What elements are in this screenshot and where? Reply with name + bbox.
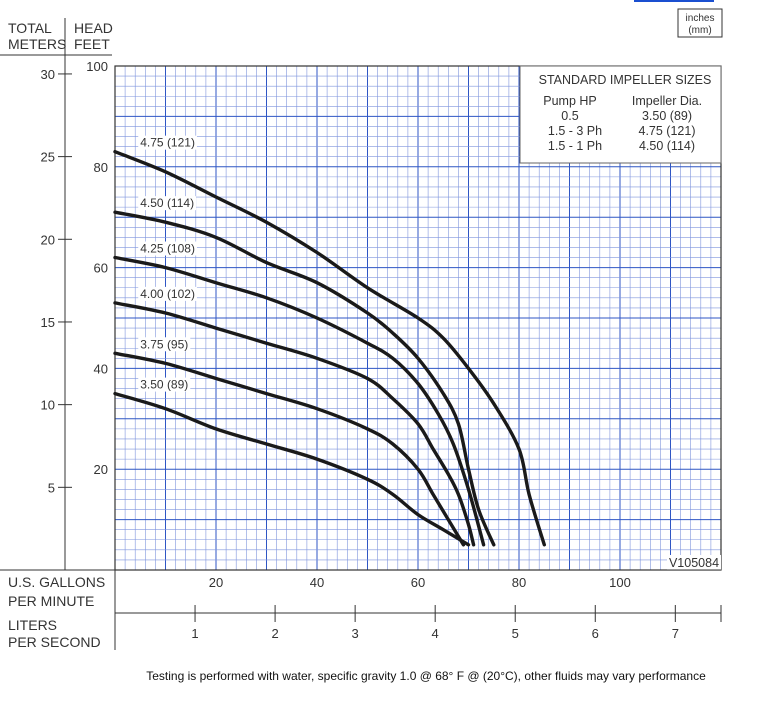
x-tick-label-gpm: 100: [609, 575, 631, 590]
y-tick-label-feet: 100: [86, 59, 108, 74]
lps-axis-ticks: 1 2 3 4 5 6 7: [191, 605, 679, 641]
curve-label-backdrop: [138, 135, 197, 150]
curve-label-backdrop: [138, 196, 197, 211]
y-axis-ticks: 20 40 60 80 100 5 10 15 20 25 30: [41, 59, 108, 495]
curve-label: 3.50 (89): [140, 378, 188, 392]
y-tick-label-feet: 60: [94, 261, 108, 276]
impeller-table-row-dia: 4.50 (114): [639, 139, 695, 153]
units-note-box: [677, 8, 723, 38]
impeller-curve: [113, 391, 471, 547]
curve-label: 4.50 (114): [140, 196, 194, 210]
impeller-curve: [113, 210, 496, 547]
impeller-table-col-hp: Pump HP: [543, 94, 597, 108]
y-tick-label-meters: 20: [41, 232, 55, 247]
x-tick-label-gpm: 40: [310, 575, 324, 590]
units-note-line-1: inches: [686, 13, 715, 24]
curve-label-backdrop: [138, 241, 197, 256]
impeller-curve: [113, 301, 476, 547]
lps-tick-label: 7: [672, 626, 679, 641]
lps-tick-label: 4: [432, 626, 439, 641]
curve-label-layer: 4.75 (121) 4.50 (114) 4.25 (108) 4.00 (102)…: [138, 135, 197, 392]
impeller-curve: [113, 149, 546, 547]
curve-label-backdrop: [138, 337, 191, 352]
lps-tick-label: 5: [512, 626, 519, 641]
x-tick-label-gpm: 20: [209, 575, 223, 590]
impeller-curve: [113, 351, 466, 547]
y-tick-label-meters: 10: [41, 398, 55, 413]
impeller-table-row-hp: 0.5: [561, 109, 578, 123]
x-axis-ticks: 20 40 60 80 100: [209, 575, 631, 590]
curve-label: 4.75 (121): [140, 136, 195, 150]
impeller-table-row-hp: 1.5 - 1 Ph: [548, 139, 602, 153]
curve-label: 3.75 (95): [140, 337, 188, 351]
curve-label-backdrop: [138, 377, 191, 392]
lps-label-line-1: LITERS: [8, 617, 57, 633]
lps-tick-label: 3: [352, 626, 359, 641]
footer-note: Testing is performed with water, specifi…: [146, 669, 706, 683]
y-tick-label-meters: 5: [48, 480, 55, 495]
y-tick-label-meters: 25: [41, 150, 55, 165]
header-meters: METERS: [8, 36, 66, 52]
impeller-table-box: [519, 65, 722, 164]
lps-label-line-2: PER SECOND: [8, 634, 101, 650]
header-head: HEAD: [74, 20, 113, 36]
gpm-label-line-2: PER MINUTE: [8, 593, 94, 609]
curve-label: 4.25 (108): [140, 242, 195, 256]
y-tick-label-feet: 20: [94, 462, 108, 477]
model-code-backdrop: [667, 555, 721, 570]
units-note-line-2: (mm): [688, 25, 711, 36]
curve-layer: [113, 149, 546, 547]
lps-tick-label: 2: [271, 626, 278, 641]
x-tick-label-gpm: 80: [512, 575, 526, 590]
y-tick-label-meters: 15: [41, 315, 55, 330]
impeller-table-title: STANDARD IMPELLER SIZES: [539, 73, 712, 87]
header-feet: FEET: [74, 36, 110, 52]
impeller-table-row-dia: 4.75 (121): [639, 124, 696, 138]
top-blue-accent: [634, 0, 714, 2]
impeller-table-row-dia: 3.50 (89): [642, 109, 692, 123]
impeller-table-row-hp: 1.5 - 3 Ph: [548, 124, 602, 138]
impeller-table-col-dia: Impeller Dia.: [632, 94, 702, 108]
gpm-label-line-1: U.S. GALLONS: [8, 574, 105, 590]
header-total: TOTAL: [8, 20, 52, 36]
curve-label-backdrop: [138, 286, 197, 301]
impeller-curve: [113, 255, 486, 547]
lps-tick-label: 6: [592, 626, 599, 641]
curve-label: 4.00 (102): [140, 287, 195, 301]
y-tick-label-feet: 40: [94, 361, 108, 376]
lps-tick-label: 1: [191, 626, 198, 641]
y-tick-label-feet: 80: [94, 160, 108, 175]
y-tick-label-meters: 30: [41, 67, 55, 82]
model-code: V105084: [669, 556, 719, 570]
x-tick-label-gpm: 60: [411, 575, 425, 590]
grid: [114, 65, 722, 571]
